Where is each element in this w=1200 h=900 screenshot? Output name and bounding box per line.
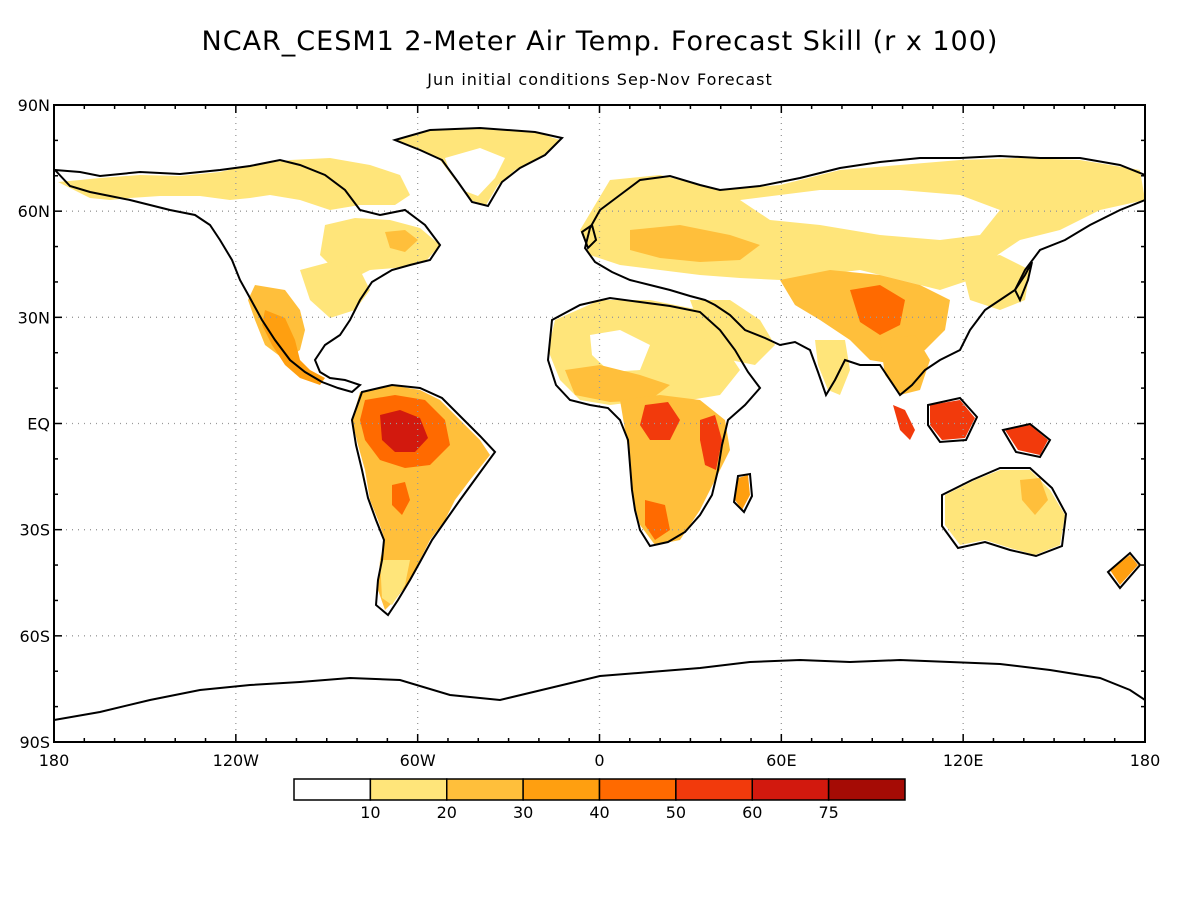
coast-north-america bbox=[54, 158, 442, 394]
lat-label: 30N bbox=[18, 308, 50, 327]
coastlines bbox=[54, 126, 1145, 721]
lat-label: EQ bbox=[27, 415, 50, 434]
colorbar-label: 60 bbox=[742, 803, 762, 822]
region-tibet bbox=[850, 285, 905, 335]
lat-label: 90S bbox=[19, 733, 50, 752]
lat-label: 90N bbox=[18, 96, 50, 115]
region-india bbox=[815, 340, 850, 395]
coast-new-zealand bbox=[1106, 551, 1142, 590]
region-madagascar bbox=[735, 475, 750, 510]
colorbar-swatch bbox=[293, 778, 372, 801]
latitude-labels: 90N 60N 30N EQ 30S 60S 90S bbox=[18, 96, 50, 752]
region-south-africa bbox=[645, 500, 670, 540]
region-siberia-white bbox=[740, 190, 1000, 240]
region-new-guinea bbox=[1005, 425, 1048, 455]
graticule bbox=[54, 105, 1145, 742]
colorbar-label: 50 bbox=[666, 803, 686, 822]
coast-europe-asia bbox=[583, 154, 1145, 398]
map-title: NCAR_CESM1 2-Meter Air Temp. Forecast Sk… bbox=[201, 26, 999, 57]
lon-label: 180 bbox=[1130, 751, 1161, 770]
region-new-zealand bbox=[1110, 555, 1138, 585]
region-east-asia bbox=[960, 255, 1030, 310]
region-australia-core bbox=[1020, 478, 1048, 515]
colorbar-label: 40 bbox=[589, 803, 609, 822]
region-middle-east bbox=[690, 300, 775, 365]
colorbar-swatch bbox=[675, 778, 753, 801]
region-amazon-core bbox=[380, 410, 428, 452]
lon-label: 180 bbox=[39, 751, 70, 770]
region-mexico bbox=[262, 310, 325, 385]
lat-label: 60S bbox=[19, 627, 50, 646]
lat-label: 30S bbox=[19, 521, 50, 540]
region-congo bbox=[640, 402, 680, 440]
colorbar-label: 75 bbox=[818, 803, 838, 822]
lon-label: 0 bbox=[594, 751, 604, 770]
coast-antarctica bbox=[54, 658, 1145, 721]
lon-label: 60E bbox=[766, 751, 796, 770]
region-bolivia bbox=[392, 482, 410, 515]
skill-shading bbox=[58, 128, 1145, 610]
coast-madagascar bbox=[732, 472, 754, 514]
colorbar-swatch bbox=[446, 778, 524, 801]
colorbar-label: 30 bbox=[513, 803, 533, 822]
colorbar-swatch bbox=[522, 778, 601, 801]
colorbar-swatch bbox=[827, 778, 906, 801]
longitude-labels: 180 120W 60W 0 60E 120E 180 bbox=[39, 751, 1161, 770]
lat-label: 60N bbox=[18, 202, 50, 221]
region-sumatra bbox=[893, 405, 915, 440]
region-sahel bbox=[565, 365, 670, 402]
map-subtitle: Jun initial conditions Sep-Nov Forecast bbox=[427, 70, 773, 89]
colorbar-label: 10 bbox=[360, 803, 380, 822]
region-europe bbox=[630, 225, 760, 262]
coast-japan bbox=[1013, 261, 1033, 303]
coast-new-guinea bbox=[1001, 422, 1052, 459]
lon-label: 120W bbox=[213, 751, 260, 770]
colorbar: 10 20 30 40 50 60 75 bbox=[293, 778, 906, 822]
colorbar-label: 20 bbox=[437, 803, 457, 822]
region-us-east bbox=[300, 262, 370, 318]
coast-africa bbox=[546, 296, 762, 548]
colorbar-swatch bbox=[369, 778, 448, 801]
coast-greenland bbox=[391, 126, 564, 208]
coast-south-america bbox=[350, 383, 497, 617]
lon-label: 120E bbox=[943, 751, 984, 770]
colorbar-swatch bbox=[751, 778, 830, 801]
region-canada-north bbox=[58, 158, 410, 210]
region-east-africa bbox=[700, 415, 722, 470]
coast-britain bbox=[580, 223, 598, 250]
coast-australia bbox=[941, 467, 1068, 558]
region-africa-north-white bbox=[590, 330, 650, 372]
lon-label: 60W bbox=[400, 751, 436, 770]
colorbar-swatch bbox=[598, 778, 677, 801]
region-patagonia bbox=[380, 560, 410, 605]
coast-borneo bbox=[927, 396, 979, 444]
axis-ticks bbox=[53, 104, 1146, 743]
region-canada-east-hot bbox=[385, 230, 418, 252]
